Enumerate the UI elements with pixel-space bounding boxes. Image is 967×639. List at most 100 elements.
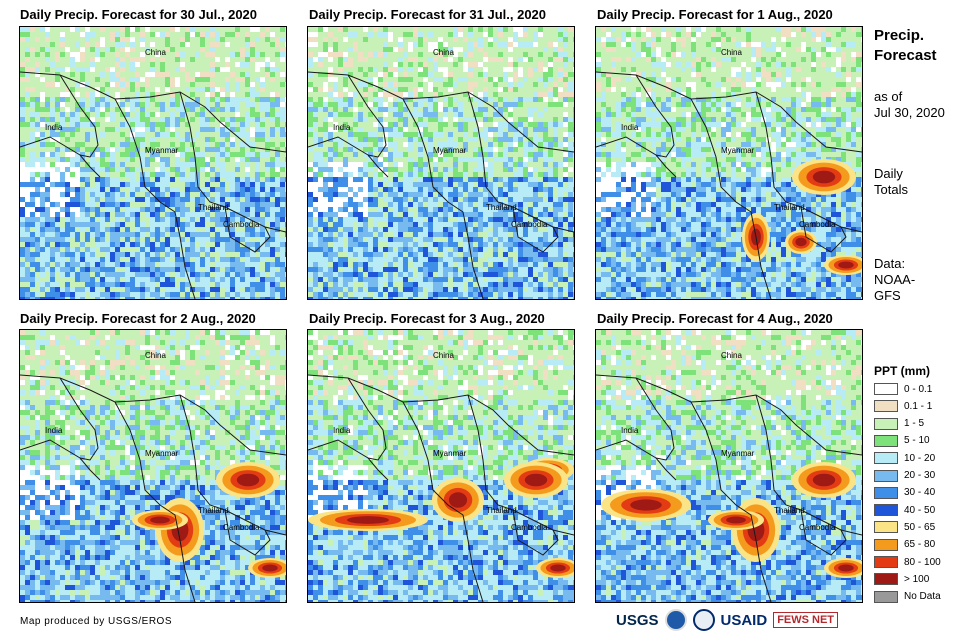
precip-cell (230, 82, 235, 87)
precip-cell (230, 132, 235, 137)
precip-cell (260, 292, 265, 297)
precip-cell (488, 87, 493, 92)
precip-cell (240, 232, 245, 237)
precip-cell (358, 147, 363, 152)
precip-cell (423, 207, 428, 212)
precip-cell (100, 77, 105, 82)
precip-cell (443, 142, 448, 147)
precip-cell (85, 217, 90, 222)
precip-cell (453, 32, 458, 37)
precip-cell (105, 57, 110, 62)
precip-cell (463, 107, 468, 112)
precip-cell (260, 122, 265, 127)
precip-cell (468, 202, 473, 207)
precip-cell (110, 132, 115, 137)
precip-cell (433, 37, 438, 42)
precip-cell (90, 97, 95, 102)
precip-cell (438, 122, 443, 127)
precip-cell (210, 137, 215, 142)
precip-cell (100, 242, 105, 247)
precip-cell (170, 192, 175, 197)
precip-cell (110, 262, 115, 267)
precip-cell (558, 182, 563, 187)
precip-cell (473, 67, 478, 72)
precip-cell (150, 227, 155, 232)
precip-cell (438, 87, 443, 92)
precip-cell (35, 237, 40, 242)
precip-cell (125, 162, 130, 167)
precip-cell (398, 57, 403, 62)
precip-cell (280, 172, 285, 177)
precip-cell (130, 282, 135, 287)
precip-cell (105, 27, 110, 32)
precip-cell (20, 252, 25, 257)
precip-cell (568, 27, 573, 32)
precip-cell (245, 77, 250, 82)
precip-cell (463, 52, 468, 57)
precip-cell (533, 57, 538, 62)
precip-cell (498, 197, 503, 202)
precip-cell (523, 152, 528, 157)
precip-cell (205, 202, 210, 207)
precip-cell (443, 107, 448, 112)
precip-cell (408, 67, 413, 72)
precip-cell (210, 212, 215, 217)
precip-cell (110, 177, 115, 182)
precip-cell (65, 157, 70, 162)
precip-cell (225, 57, 230, 62)
precip-cell (275, 272, 280, 277)
precip-cell (498, 137, 503, 142)
precip-cell (80, 57, 85, 62)
precip-cell (75, 172, 80, 177)
precip-cell (45, 92, 50, 97)
precip-cell (458, 47, 463, 52)
precip-cell (215, 147, 220, 152)
precip-cell (285, 137, 286, 142)
precip-cell (90, 127, 95, 132)
precip-cell (378, 137, 383, 142)
precip-cell (285, 122, 286, 127)
precip-cell (75, 257, 80, 262)
precip-cell (428, 67, 433, 72)
precip-cell (333, 122, 338, 127)
precip-cell (170, 247, 175, 252)
precip-cell (205, 232, 210, 237)
precip-cell (240, 172, 245, 177)
precip-cell (185, 232, 190, 237)
precip-cell (220, 97, 225, 102)
precip-cell (140, 32, 145, 37)
precip-cell (458, 172, 463, 177)
precip-cell (453, 117, 458, 122)
precip-cell (40, 147, 45, 152)
precip-cell (105, 152, 110, 157)
country-label-india: India (45, 123, 63, 132)
precip-cell (308, 92, 313, 97)
precip-cell (115, 92, 120, 97)
precip-cell (528, 47, 533, 52)
precip-cell (105, 202, 110, 207)
precip-cell (55, 212, 60, 217)
precip-cell (245, 27, 250, 32)
precip-cell (110, 87, 115, 92)
precip-cell (115, 32, 120, 37)
precip-cell (140, 102, 145, 107)
precip-cell (338, 197, 343, 202)
precip-cell (140, 277, 145, 282)
precip-cell (175, 37, 180, 42)
precip-cell (200, 277, 205, 282)
precip-cell (100, 212, 105, 217)
precip-cell (120, 72, 125, 77)
precip-cell (220, 222, 225, 227)
precip-cell (205, 27, 210, 32)
precip-cell (235, 27, 240, 32)
precip-cell (563, 57, 568, 62)
precip-cell (463, 82, 468, 87)
precip-cell (120, 102, 125, 107)
precip-cell (428, 47, 433, 52)
precip-cell (65, 242, 70, 247)
precip-cell (240, 52, 245, 57)
precip-cell (45, 152, 50, 157)
precip-cell (423, 42, 428, 47)
precip-cell (528, 42, 533, 47)
precip-cell (155, 287, 160, 292)
